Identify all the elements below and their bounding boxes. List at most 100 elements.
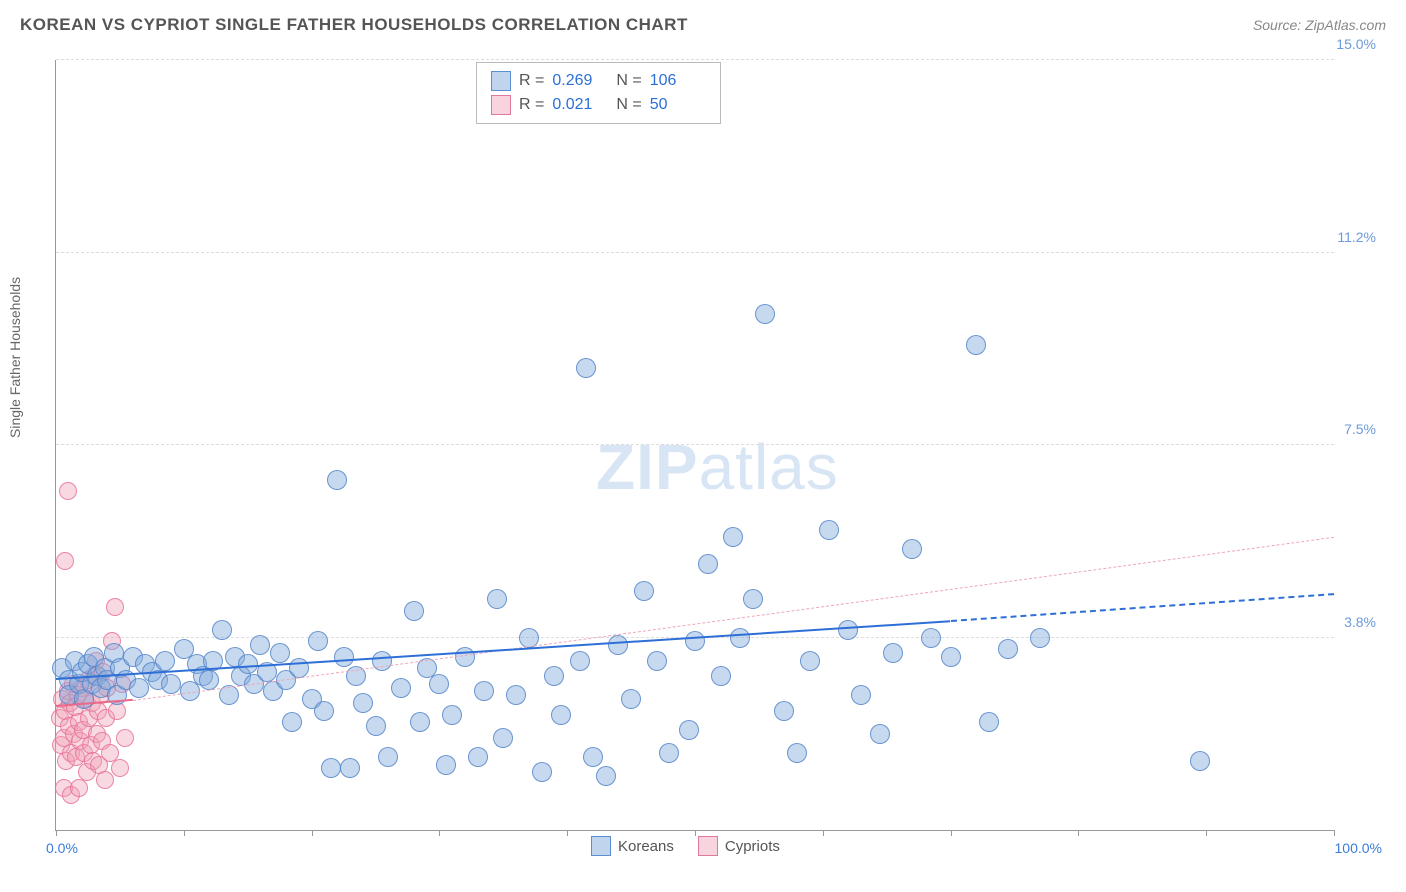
scatter-point-korean — [199, 670, 219, 690]
y-tick-label: 11.2% — [1337, 229, 1376, 245]
scatter-point-korean — [570, 651, 590, 671]
y-tick-label: 15.0% — [1336, 36, 1376, 52]
gridline — [56, 444, 1334, 445]
y-tick-label: 7.5% — [1344, 421, 1376, 437]
scatter-point-korean — [819, 520, 839, 540]
scatter-point-cypriot — [106, 598, 124, 616]
scatter-point-korean — [698, 554, 718, 574]
scatter-point-korean — [1030, 628, 1050, 648]
scatter-point-korean — [730, 628, 750, 648]
scatter-point-korean — [723, 527, 743, 547]
scatter-point-korean — [250, 635, 270, 655]
x-tick — [695, 830, 696, 836]
scatter-point-korean — [270, 643, 290, 663]
scatter-point-korean — [474, 681, 494, 701]
scatter-point-korean — [321, 758, 341, 778]
scatter-point-korean — [353, 693, 373, 713]
x-tick — [567, 830, 568, 836]
scatter-point-korean — [787, 743, 807, 763]
scatter-point-korean — [366, 716, 386, 736]
chart-container: ZIPatlas R = 0.269 N = 106 R = 0.021 N =… — [55, 60, 1375, 850]
scatter-point-korean — [647, 651, 667, 671]
x-tick — [312, 830, 313, 836]
series-legend: Koreans Cypriots — [591, 836, 780, 856]
scatter-point-korean — [998, 639, 1018, 659]
scatter-point-korean — [436, 755, 456, 775]
scatter-point-korean — [583, 747, 603, 767]
chart-header: KOREAN VS CYPRIOT SINGLE FATHER HOUSEHOL… — [20, 15, 1386, 35]
swatch-blue-icon — [591, 836, 611, 856]
gridline — [56, 59, 1334, 60]
stats-legend-box: R = 0.269 N = 106 R = 0.021 N = 50 — [476, 62, 721, 124]
x-tick — [951, 830, 952, 836]
gridline — [56, 252, 1334, 253]
scatter-point-korean — [755, 304, 775, 324]
swatch-pink-icon — [698, 836, 718, 856]
scatter-point-korean — [921, 628, 941, 648]
scatter-point-korean — [487, 589, 507, 609]
scatter-point-korean — [679, 720, 699, 740]
scatter-point-korean — [838, 620, 858, 640]
scatter-point-korean — [576, 358, 596, 378]
scatter-point-korean — [468, 747, 488, 767]
scatter-point-korean — [800, 651, 820, 671]
trendline-cypriot-extended — [133, 536, 1334, 700]
watermark: ZIPatlas — [596, 430, 839, 504]
x-tick — [1206, 830, 1207, 836]
scatter-point-korean — [314, 701, 334, 721]
scatter-point-korean — [883, 643, 903, 663]
x-tick — [1078, 830, 1079, 836]
legend-item-koreans: Koreans — [591, 836, 674, 856]
scatter-point-korean — [340, 758, 360, 778]
scatter-point-korean — [544, 666, 564, 686]
scatter-point-korean — [851, 685, 871, 705]
x-tick — [56, 830, 57, 836]
scatter-point-korean — [966, 335, 986, 355]
scatter-point-korean — [621, 689, 641, 709]
scatter-point-cypriot — [56, 552, 74, 570]
scatter-point-korean — [410, 712, 430, 732]
chart-title: KOREAN VS CYPRIOT SINGLE FATHER HOUSEHOL… — [20, 15, 688, 35]
scatter-point-korean — [493, 728, 513, 748]
chart-source: Source: ZipAtlas.com — [1253, 17, 1386, 33]
scatter-point-korean — [743, 589, 763, 609]
scatter-point-korean — [941, 647, 961, 667]
y-tick-label: 3.8% — [1344, 614, 1376, 630]
x-tick — [1334, 830, 1335, 836]
scatter-point-korean — [161, 674, 181, 694]
scatter-point-korean — [334, 647, 354, 667]
scatter-point-korean — [979, 712, 999, 732]
scatter-point-korean — [902, 539, 922, 559]
scatter-point-korean — [212, 620, 232, 640]
scatter-point-cypriot — [59, 482, 77, 500]
scatter-point-korean — [442, 705, 462, 725]
scatter-point-korean — [378, 747, 398, 767]
scatter-point-korean — [685, 631, 705, 651]
swatch-pink-icon — [491, 95, 511, 115]
scatter-point-korean — [870, 724, 890, 744]
scatter-point-korean — [634, 581, 654, 601]
x-tick — [823, 830, 824, 836]
scatter-point-korean — [308, 631, 328, 651]
trendline-korean-extended — [951, 593, 1335, 622]
legend-item-cypriots: Cypriots — [698, 836, 780, 856]
scatter-point-korean — [659, 743, 679, 763]
scatter-point-korean — [391, 678, 411, 698]
scatter-point-korean — [608, 635, 628, 655]
scatter-point-cypriot — [70, 779, 88, 797]
scatter-point-korean — [1190, 751, 1210, 771]
scatter-point-korean — [429, 674, 449, 694]
stats-row-koreans: R = 0.269 N = 106 — [491, 69, 706, 93]
scatter-point-korean — [596, 766, 616, 786]
scatter-point-korean — [404, 601, 424, 621]
scatter-point-korean — [506, 685, 526, 705]
x-tick — [439, 830, 440, 836]
scatter-point-korean — [155, 651, 175, 671]
x-tick — [184, 830, 185, 836]
scatter-point-cypriot — [111, 759, 129, 777]
scatter-point-cypriot — [116, 729, 134, 747]
scatter-point-korean — [774, 701, 794, 721]
scatter-point-cypriot — [96, 771, 114, 789]
plot-area: ZIPatlas R = 0.269 N = 106 R = 0.021 N =… — [55, 60, 1334, 831]
scatter-point-korean — [532, 762, 552, 782]
